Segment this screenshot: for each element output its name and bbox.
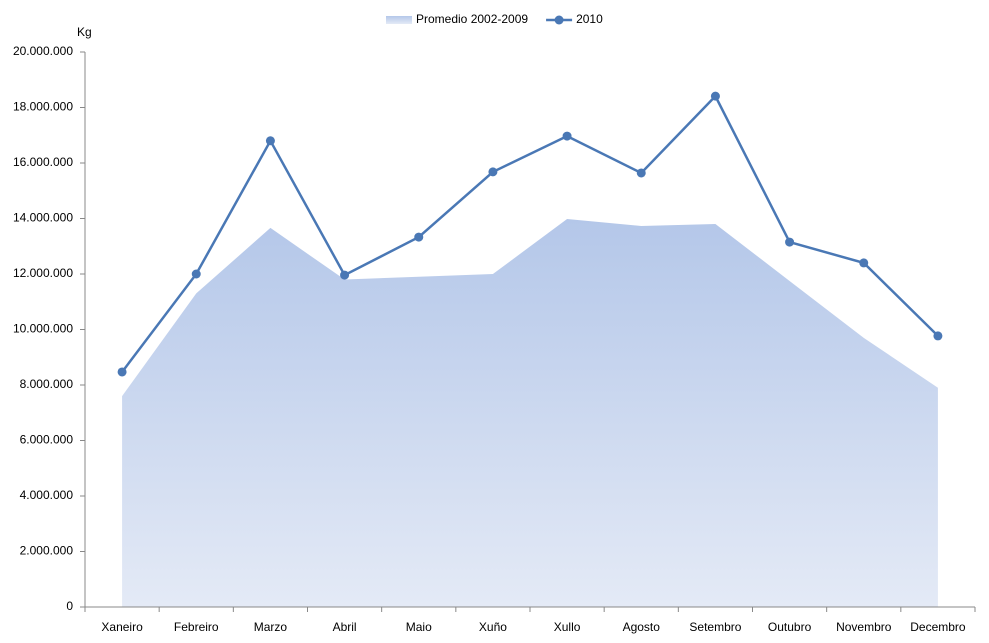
y-tick-label: 16.000.000 (13, 155, 73, 169)
point (562, 131, 572, 141)
y-tick-label: 4.000.000 (20, 488, 74, 502)
point (636, 168, 646, 178)
x-tick-label: Abril (333, 620, 357, 634)
y-tick-label: 8.000.000 (20, 377, 74, 391)
x-tick-label: Xuño (479, 620, 507, 634)
x-tick-label: Maio (406, 620, 432, 634)
x-tick-label: Xullo (554, 620, 581, 634)
y-tick-label: 12.000.000 (13, 266, 73, 280)
point (265, 136, 275, 146)
x-tick-label: Xaneiro (101, 620, 143, 634)
y-tick-label: 20.000.000 (13, 44, 73, 58)
point (414, 232, 424, 242)
legend-swatch (554, 15, 564, 25)
y-tick-label: 2.000.000 (20, 544, 74, 558)
y-tick-label: 18.000.000 (13, 100, 73, 114)
y-tick-label: 6.000.000 (20, 433, 74, 447)
point (117, 367, 127, 377)
point (933, 331, 943, 341)
line (121, 93, 939, 373)
legend-label: 2010 (576, 12, 603, 26)
x-tick-label: Decembro (910, 620, 966, 634)
legend-label: Promedio 2002-2009 (416, 12, 528, 26)
x-tick-label: Febreiro (174, 620, 219, 634)
point (191, 269, 201, 279)
x-tick-label: Agosto (623, 620, 661, 634)
y-tick-label: 0 (66, 599, 73, 613)
point (859, 258, 869, 268)
x-tick-label: Novembro (836, 620, 892, 634)
legend-swatch (386, 16, 412, 24)
x-tick-label: Outubro (768, 620, 812, 634)
y-axis-label: Kg (77, 25, 92, 39)
area (122, 219, 938, 607)
x-tick-label: Setembro (689, 620, 741, 634)
point (340, 270, 350, 280)
point (785, 237, 795, 247)
y-tick-label: 14.000.000 (13, 211, 73, 225)
point (710, 91, 720, 101)
y-tick-label: 10.000.000 (13, 322, 73, 336)
x-tick-label: Marzo (254, 620, 288, 634)
point (488, 167, 498, 177)
